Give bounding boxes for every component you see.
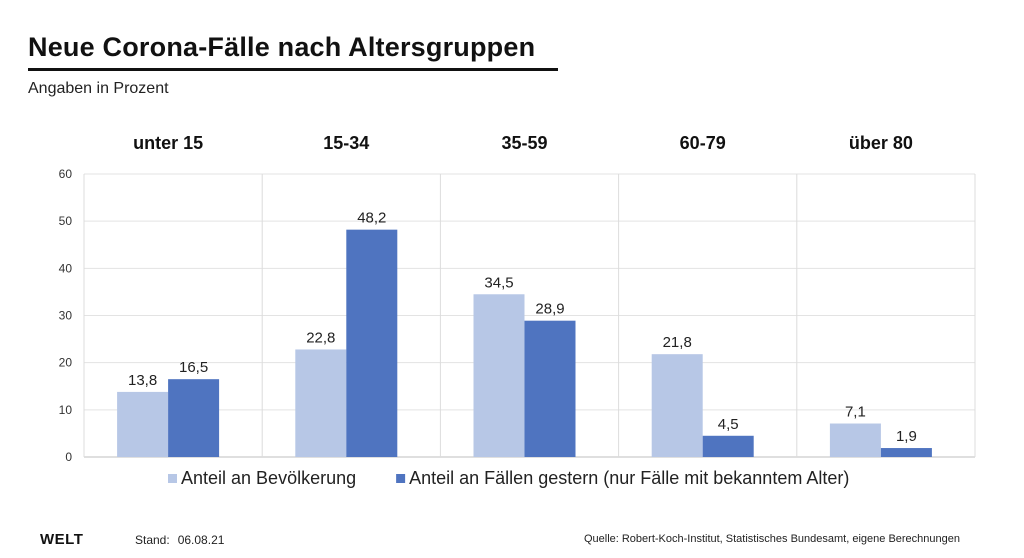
bar-cases [880,448,932,457]
y-tick-label: 50 [59,214,73,228]
data-label: 21,8 [663,334,692,351]
data-label: 4,5 [718,416,739,433]
group-label: unter 15 [133,133,203,153]
group-label: 60-79 [680,133,726,153]
group-label: über 80 [849,133,913,153]
group-label: 35-59 [501,133,547,153]
bar-chart: 0 10 20 30 40 50 60 unter 15 15-34 35-59 60-79 über… [59,133,976,488]
welt-logo: WELT [40,531,84,548]
bar-cases [524,320,576,457]
group-label: 15-34 [323,133,369,153]
bar-cases [168,379,220,457]
data-label: 48,2 [357,210,386,227]
legend-swatch [396,474,406,483]
data-label: 7,1 [845,404,866,421]
data-label: 28,9 [535,301,564,318]
data-label: 34,5 [484,274,513,291]
bar-population [829,423,881,457]
legend-swatch [168,474,177,483]
bar-population [651,354,703,457]
data-label: 1,9 [896,428,917,445]
y-tick-label: 40 [59,261,73,275]
y-tick-label: 10 [59,403,73,417]
stand-date: 06.08.21 [177,533,225,547]
bar-cases [702,435,754,457]
legend-label: Anteil an Fällen gestern (nur Fälle mit … [409,468,849,488]
bar-population [473,294,525,457]
footer-stand: Stand: 06.08.21 [135,533,224,547]
title-underline [28,68,558,71]
y-tick-label: 0 [65,450,72,464]
data-label: 16,5 [179,359,208,376]
footer-source: Quelle: Robert-Koch-Institut, Statistisc… [583,533,960,545]
data-label: 22,8 [306,329,335,346]
y-tick-label: 30 [59,309,73,323]
legend-label: Anteil an Bevölkerung [181,468,356,488]
bar-cases [346,229,398,457]
bar-population [117,391,169,457]
y-tick-label: 20 [59,356,73,370]
page-title: Neue Corona-Fälle nach Altersgruppen [28,32,536,62]
chart-subtitle: Angaben in Prozent [28,80,169,97]
bar-population [295,349,347,457]
stand-label: Stand: [135,533,170,547]
data-label: 13,8 [128,372,157,389]
y-tick-label: 60 [59,167,73,181]
